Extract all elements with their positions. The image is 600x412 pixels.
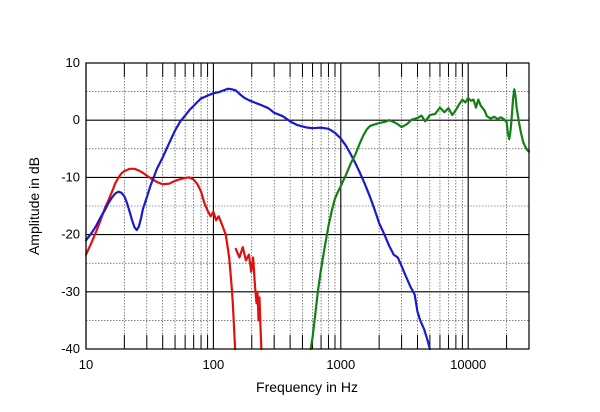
y-tick-labels: 10 0 -10 -20 -30 -40 bbox=[61, 55, 80, 356]
y-tick-label: 0 bbox=[73, 112, 80, 127]
x-axis-title: Frequency in Hz bbox=[256, 379, 358, 395]
y-tick-label: 10 bbox=[66, 55, 80, 70]
x-tick-label: 100 bbox=[203, 357, 225, 372]
x-tick-label: 10000 bbox=[450, 357, 486, 372]
x-tick-label: 1000 bbox=[326, 357, 355, 372]
data-series bbox=[84, 87, 531, 351]
series-blue-line bbox=[84, 87, 431, 351]
y-axis-title: Amplitude in dB bbox=[26, 157, 42, 255]
y-tick-label: -30 bbox=[61, 284, 80, 299]
x-tick-label: 10 bbox=[79, 357, 93, 372]
series-red-line-tail bbox=[234, 246, 263, 351]
series-green-line bbox=[309, 88, 531, 351]
plot-frame bbox=[85, 62, 530, 350]
y-tick-label: -10 bbox=[61, 169, 80, 184]
y-tick-label: -20 bbox=[61, 227, 80, 242]
series-red-line bbox=[84, 167, 237, 351]
y-tick-label: -40 bbox=[61, 341, 80, 356]
x-tick-labels: 10 100 1000 10000 bbox=[79, 357, 487, 372]
